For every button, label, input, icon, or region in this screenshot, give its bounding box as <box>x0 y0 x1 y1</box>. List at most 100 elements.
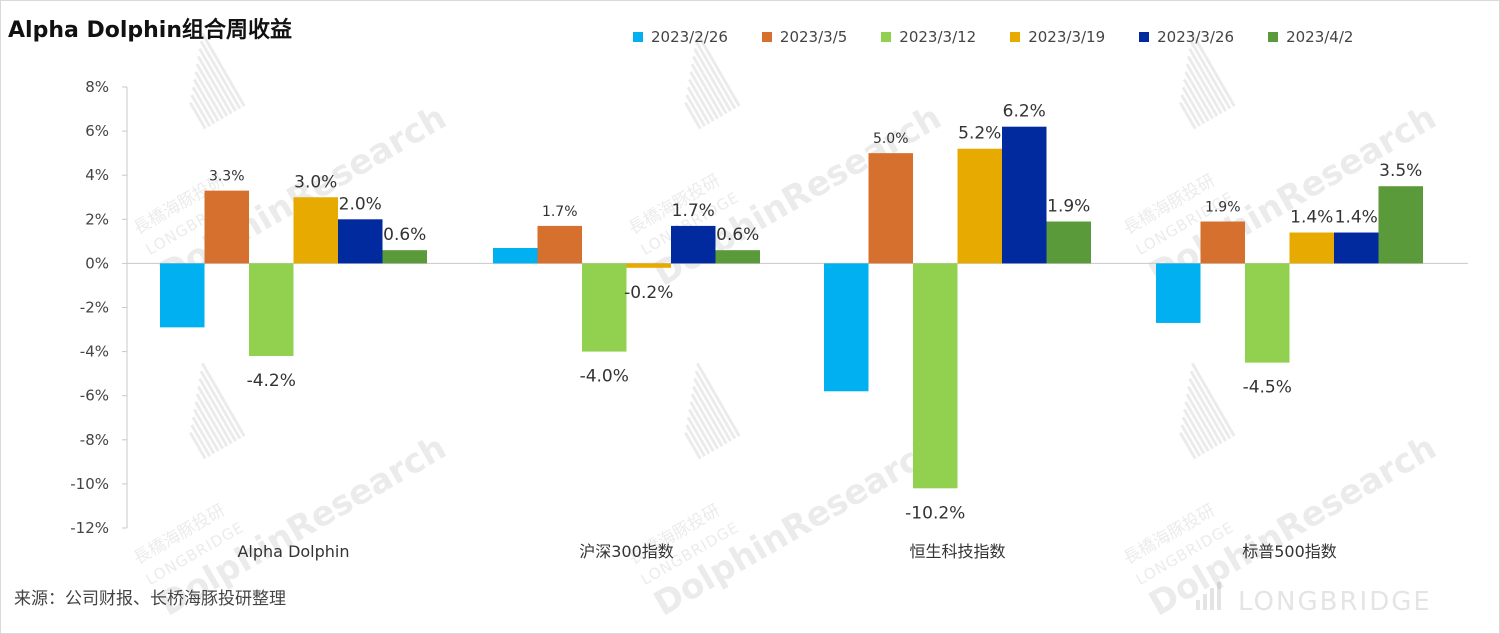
data-label: -0.2% <box>624 283 673 303</box>
watermark-mark <box>694 370 737 440</box>
bar <box>249 263 294 357</box>
watermark-mark <box>1190 32 1236 107</box>
watermark-mark <box>1184 401 1214 450</box>
watermark-mark <box>189 431 207 460</box>
y-tick-label: 2% <box>85 210 109 228</box>
source-note: 来源：公司财报、长桥海豚投研整理 <box>14 589 286 609</box>
x-category-label: 标普500指数 <box>1242 542 1337 561</box>
bar <box>493 247 538 264</box>
legend-swatch <box>1268 32 1279 42</box>
data-label: 3.3% <box>209 169 245 185</box>
bar <box>537 225 582 264</box>
watermark-mark <box>692 55 728 115</box>
watermark-mark <box>693 48 732 112</box>
bar <box>582 263 627 352</box>
y-tick-label: -8% <box>80 431 109 449</box>
legend-swatch <box>1010 32 1021 42</box>
corner-logo-mark <box>1196 600 1200 610</box>
legend-swatch <box>881 32 892 42</box>
watermark-mark <box>191 416 216 455</box>
legend-swatch <box>633 32 643 42</box>
legend-label: 2023/3/5 <box>779 28 848 46</box>
watermark-mark <box>1187 55 1223 115</box>
legend-item: 2023/3/12 <box>881 28 976 46</box>
legend-label: 2023/4/2 <box>1286 28 1354 46</box>
watermark-mark <box>686 86 711 125</box>
data-label: 0.6% <box>716 225 759 245</box>
bar <box>824 263 869 392</box>
legend-label: 2023/3/12 <box>899 28 977 46</box>
watermark-mark <box>688 78 715 122</box>
legend: 2023/2/26 2023/3/5 2023/3/12 2023/3/19 2023/… <box>633 27 1353 47</box>
watermark-mark <box>1180 94 1201 127</box>
corner-logo-text: LONGBRIDGE <box>1238 587 1432 617</box>
data-label: -4.0% <box>580 367 629 387</box>
bar <box>1378 186 1423 264</box>
watermark-mark <box>199 370 242 440</box>
y-tick-label: 6% <box>85 122 109 140</box>
watermark-mark <box>1180 424 1201 457</box>
watermark-mark <box>1183 78 1210 122</box>
watermark-mark <box>200 362 246 437</box>
watermark-mark <box>1181 416 1206 455</box>
data-label: 5.2% <box>958 124 1001 144</box>
watermark-mark <box>686 416 711 455</box>
data-label: 6.2% <box>1003 102 1046 122</box>
bar <box>1334 232 1379 264</box>
watermark-mark <box>194 71 224 120</box>
bar <box>293 197 338 264</box>
bar <box>957 148 1002 264</box>
watermark-mark <box>197 55 233 115</box>
legend-label: 2023/3/26 <box>1157 28 1234 46</box>
bar <box>1245 263 1290 363</box>
watermark-mark <box>693 378 732 442</box>
y-tick-label: 0% <box>85 254 109 272</box>
legend-label: 2023/3/19 <box>1028 28 1106 46</box>
data-label: 3.0% <box>294 172 337 192</box>
watermark-mark <box>198 378 237 442</box>
watermark-mark <box>695 362 741 437</box>
watermark-mark <box>190 94 211 127</box>
corner-logo-mark <box>1203 594 1207 610</box>
data-label: 2.0% <box>339 194 382 214</box>
y-tick-label: 4% <box>85 166 109 184</box>
bar <box>1002 126 1047 264</box>
corner-logo: LONGBRIDGE <box>1196 582 1432 617</box>
data-label: 1.4% <box>1290 208 1333 228</box>
watermark-mark <box>189 101 207 130</box>
watermark-mark <box>1188 378 1227 442</box>
y-tick-label: -10% <box>70 475 109 493</box>
legend-swatch <box>1139 32 1150 42</box>
legend-item: 2023/3/26 <box>1139 28 1234 46</box>
bar <box>160 263 205 328</box>
data-label: 5.0% <box>873 131 909 147</box>
watermark-mark <box>1189 40 1232 110</box>
bar <box>382 250 427 264</box>
watermark-mark <box>685 424 706 457</box>
watermark-mark <box>689 71 719 120</box>
watermark-mark <box>1183 408 1210 452</box>
bar <box>1289 232 1334 264</box>
watermark-mark <box>688 408 715 452</box>
corner-logo-mark <box>1210 588 1214 610</box>
watermark-mark <box>198 48 237 112</box>
bar <box>1200 221 1245 264</box>
watermark-mark <box>191 86 216 125</box>
watermark-mark <box>190 424 211 457</box>
data-label: 0.6% <box>383 225 426 245</box>
watermark-mark <box>1179 101 1197 130</box>
corner-logo-mark <box>1217 582 1221 610</box>
data-label: 1.7% <box>672 201 715 221</box>
data-label: -4.5% <box>1243 378 1292 398</box>
watermark-mark <box>689 401 719 450</box>
watermark-mark <box>194 401 224 450</box>
bar <box>913 263 958 489</box>
data-label: 1.9% <box>1205 200 1241 216</box>
watermark-mark <box>694 40 737 110</box>
watermark-mark <box>1181 86 1206 125</box>
watermark-mark <box>199 40 242 110</box>
y-tick-label: 8% <box>85 78 109 96</box>
legend-swatch <box>761 32 772 42</box>
watermark-mark <box>195 63 229 117</box>
